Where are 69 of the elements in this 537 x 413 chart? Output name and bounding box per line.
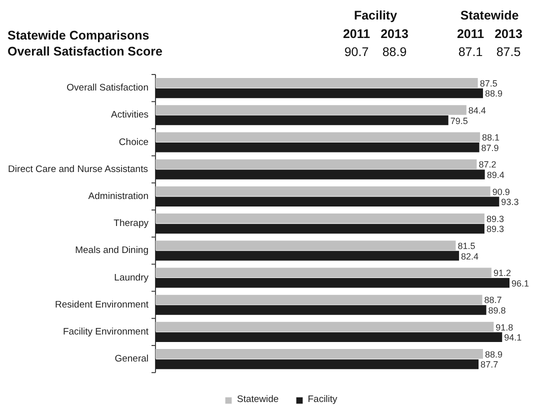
- data-label: 79.5: [450, 116, 468, 126]
- data-label: 94.1: [504, 332, 522, 343]
- data-label: 87.2: [478, 160, 496, 170]
- bar: [156, 88, 483, 98]
- text: 88.9: [382, 45, 407, 59]
- bar: [156, 305, 486, 315]
- bar: [156, 186, 490, 196]
- y-tick-label: Meals and Dining: [75, 245, 149, 256]
- bar: [156, 349, 483, 359]
- data-label: 93.3: [501, 197, 519, 208]
- text: 87.1: [458, 45, 483, 59]
- y-tick-label: Overall Satisfaction: [66, 82, 149, 94]
- legend-label: Facility: [308, 394, 338, 405]
- text: Statewide: [460, 8, 519, 22]
- y-tick-label: Activities: [111, 110, 149, 121]
- data-label: 87.5: [480, 78, 498, 88]
- bar: [156, 115, 448, 126]
- chart-subtitle: Overall Satisfaction Score: [8, 44, 162, 58]
- text: Facility: [354, 8, 398, 22]
- y-tick-label: Resident Environment: [55, 299, 149, 310]
- data-label: 88.9: [484, 349, 503, 360]
- bar: [156, 240, 456, 250]
- y-tick-label: Administration: [88, 190, 149, 202]
- y-tick-label: Laundry: [114, 272, 149, 284]
- y-tick-label: Facility Environment: [62, 326, 149, 338]
- bar: [156, 132, 480, 142]
- bar: [156, 224, 484, 234]
- data-label: 89.4: [486, 170, 504, 180]
- data-label: 90.9: [492, 186, 510, 197]
- data-label: 88.9: [484, 88, 503, 99]
- bar: [156, 278, 510, 288]
- text: 2013: [380, 27, 408, 41]
- bar: [156, 159, 477, 170]
- text: 2013: [494, 27, 522, 41]
- bar: [156, 78, 478, 88]
- y-tick-label: General: [114, 354, 149, 365]
- data-label: 91.2: [493, 268, 511, 278]
- bar: [156, 214, 484, 224]
- chart-title: Statewide Comparisons: [8, 28, 150, 42]
- text: 2011: [342, 27, 370, 41]
- data-label: 87.7: [480, 360, 498, 370]
- data-label: 88.7: [484, 295, 502, 306]
- text: 2011: [456, 27, 484, 41]
- data-label: 96.1: [512, 278, 530, 288]
- data-label: 89.3: [486, 214, 504, 224]
- y-tick-label: Choice: [118, 136, 149, 148]
- bar: [156, 359, 479, 370]
- bar: [156, 196, 500, 206]
- data-label: 89.8: [488, 306, 506, 316]
- data-label: 91.8: [496, 322, 514, 332]
- bar: [156, 322, 494, 332]
- bar: [156, 105, 466, 115]
- y-tick-label: Direct Care and Nurse Assistants: [8, 164, 148, 175]
- bar: [156, 170, 485, 180]
- data-label: 87.9: [481, 142, 499, 153]
- data-label: 89.3: [486, 224, 504, 234]
- data-label: 84.4: [468, 106, 486, 116]
- y-tick-label: Therapy: [114, 218, 149, 230]
- data-label: 81.5: [458, 241, 476, 251]
- bar: [156, 250, 460, 261]
- text: 87.5: [496, 45, 521, 59]
- data-label: 82.4: [461, 251, 479, 262]
- text: 90.7: [344, 45, 369, 59]
- data-label: 88.1: [482, 132, 500, 143]
- bar: [156, 268, 492, 278]
- bar: [156, 332, 502, 342]
- bar: [156, 294, 482, 305]
- bar: [156, 142, 480, 152]
- legend-label: Statewide: [237, 394, 279, 405]
